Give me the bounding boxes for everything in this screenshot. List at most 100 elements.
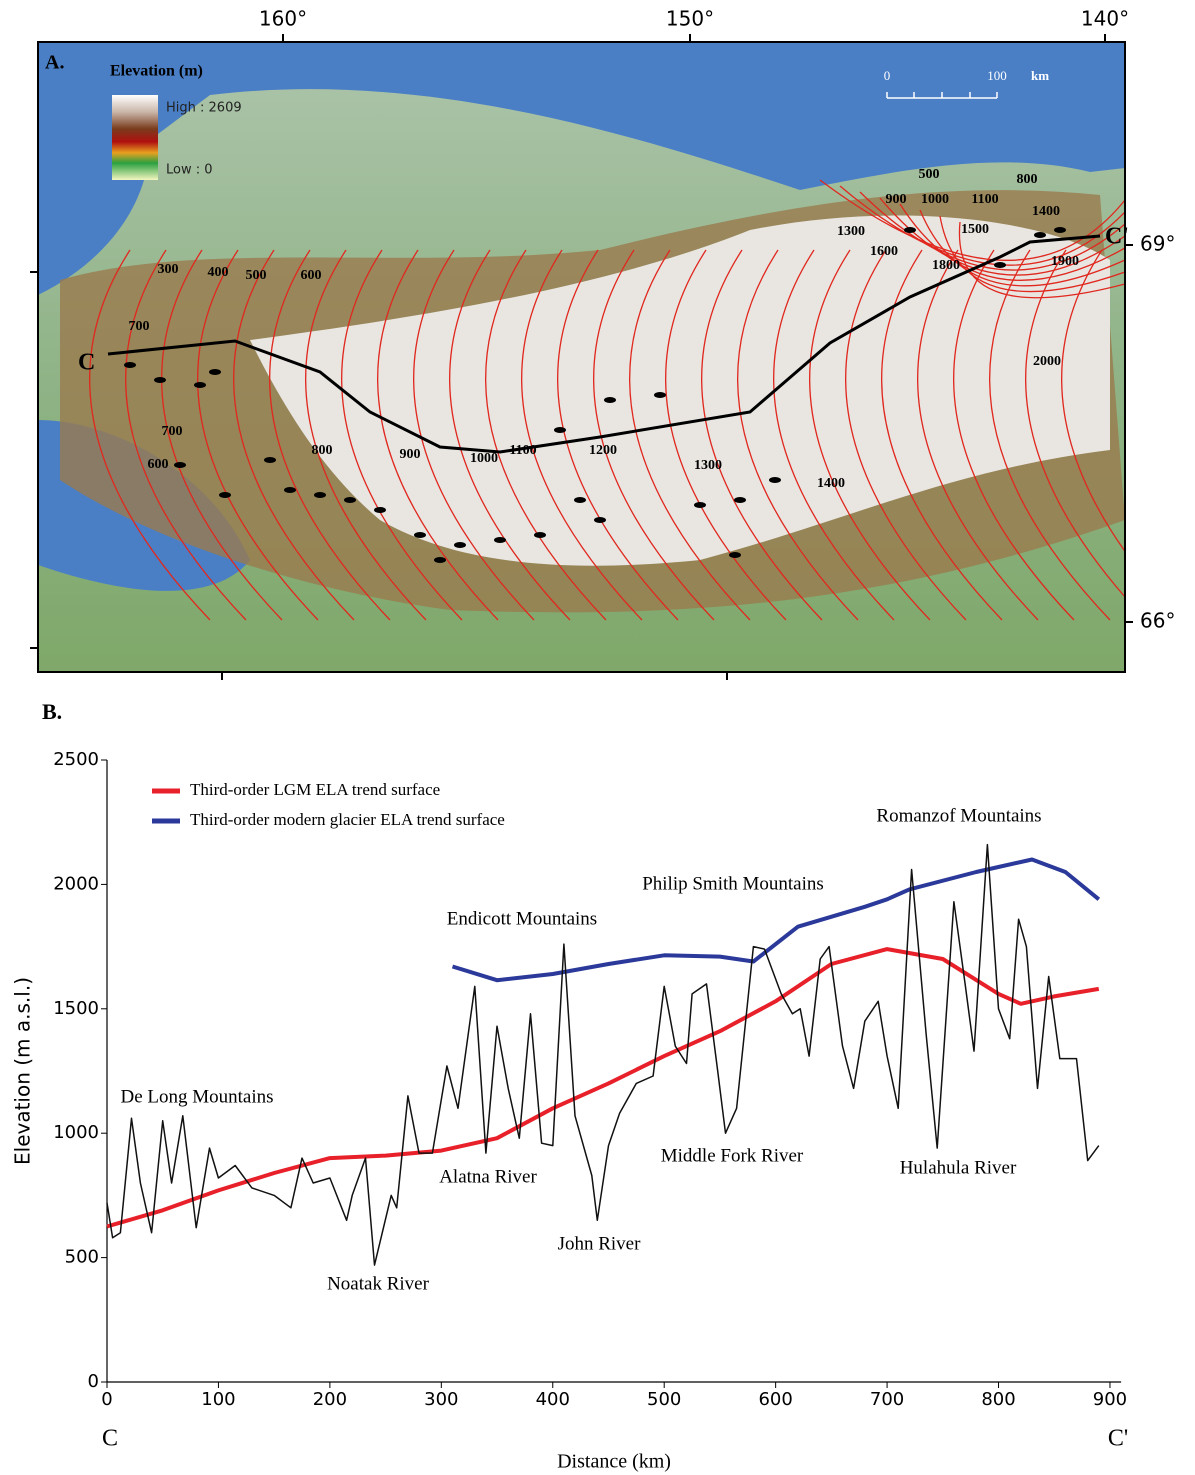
- legend-high: High : 2609: [166, 101, 242, 116]
- annotation: Middle Fork River: [661, 1145, 804, 1166]
- glacier: [904, 227, 916, 233]
- annotation: Noatak River: [327, 1273, 430, 1294]
- glacier: [219, 492, 231, 498]
- x-tick-label: 500: [647, 1389, 681, 1410]
- contour-label: 2000: [1033, 354, 1061, 369]
- contour-label: 900: [400, 447, 421, 462]
- glacier: [1054, 227, 1066, 233]
- contour-label: 500: [246, 268, 267, 283]
- glacier: [154, 377, 166, 383]
- contour-label: 1200: [589, 443, 617, 458]
- contour-label: 600: [148, 457, 169, 472]
- contour-label: 1900: [1051, 254, 1079, 269]
- glacier: [734, 497, 746, 503]
- y-tick-label: 2500: [53, 749, 99, 770]
- legend-label: Third-order modern glacier ELA trend sur…: [190, 810, 505, 829]
- legend-low: Low : 0: [166, 163, 213, 178]
- contour-label: 1800: [932, 258, 960, 273]
- glacier: [344, 497, 356, 503]
- panel-label: A.: [45, 52, 64, 74]
- map: [38, 42, 1182, 672]
- contour-label: 1500: [961, 222, 989, 237]
- lon-label: 140°: [1081, 7, 1129, 31]
- contour-label: 1400: [817, 476, 845, 491]
- x-tick-label: 0: [101, 1389, 112, 1410]
- glacier: [729, 552, 741, 558]
- contour-label: 300: [158, 262, 179, 277]
- contour-label: 900: [886, 192, 907, 207]
- x-tick-label: 300: [424, 1389, 458, 1410]
- y-tick-label: 1500: [53, 998, 99, 1019]
- transect-start: C: [78, 350, 95, 376]
- contour-label: 800: [1017, 172, 1038, 187]
- legend-title: Elevation (m): [110, 63, 203, 80]
- contour-label: 1100: [971, 192, 998, 207]
- x-tick-label: 600: [758, 1389, 792, 1410]
- annotation: Alatna River: [439, 1166, 537, 1187]
- y-tick-label: 0: [88, 1371, 99, 1392]
- glacier: [694, 502, 706, 508]
- glacier: [194, 382, 206, 388]
- y-tick-label: 2000: [53, 873, 99, 894]
- contour-label: 700: [162, 424, 183, 439]
- lat-label: 69°: [1140, 232, 1175, 256]
- legend-label: Third-order LGM ELA trend surface: [190, 780, 440, 799]
- figure: 3004005006007007006008009001000110012001…: [0, 0, 1195, 1475]
- y-tick-label: 500: [65, 1247, 99, 1268]
- scale-unit: km: [1031, 68, 1049, 83]
- glacier: [374, 507, 386, 513]
- contour-label: 1100: [509, 443, 536, 458]
- transect-end: C': [1105, 224, 1129, 250]
- contour-label: 800: [312, 443, 333, 458]
- glacier: [174, 462, 186, 468]
- annotation: Endicott Mountains: [447, 908, 597, 929]
- x-end-label: C: [102, 1426, 118, 1452]
- annotation: Romanzof Mountains: [876, 805, 1041, 826]
- y-axis-title: Elevation (m a.s.l.): [11, 977, 35, 1165]
- glacier: [534, 532, 546, 538]
- lat-label: 66°: [1140, 609, 1175, 633]
- chart: B.05001000150020002500010020030040050060…: [11, 699, 1129, 1473]
- glacier: [284, 487, 296, 493]
- contour-label: 1300: [837, 224, 865, 239]
- contour-label: 1000: [921, 192, 949, 207]
- glacier: [554, 427, 566, 433]
- x-axis-title: Distance (km): [557, 1451, 671, 1473]
- contour-label: 1000: [470, 451, 498, 466]
- contour-label: 600: [301, 268, 322, 283]
- lon-label: 150°: [666, 7, 714, 31]
- x-tick-label: 900: [1093, 1389, 1127, 1410]
- glacier: [654, 392, 666, 398]
- x-tick-label: 200: [313, 1389, 347, 1410]
- annotation: Hulahula River: [900, 1157, 1017, 1178]
- glacier: [454, 542, 466, 548]
- annotation: John River: [558, 1233, 642, 1254]
- legend-ramp: [112, 95, 158, 180]
- contour-label: 500: [919, 167, 940, 182]
- glacier: [414, 532, 426, 538]
- x-tick-label: 100: [201, 1389, 235, 1410]
- x-tick-label: 700: [870, 1389, 904, 1410]
- glacier: [604, 397, 616, 403]
- glacier: [994, 262, 1006, 268]
- scale-label: 0: [884, 68, 891, 83]
- annotation: De Long Mountains: [120, 1086, 273, 1107]
- contour-label: 1600: [870, 244, 898, 259]
- annotation: Philip Smith Mountains: [642, 873, 824, 894]
- contour-label: 400: [208, 265, 229, 280]
- series-line: [107, 845, 1099, 1266]
- glacier: [434, 557, 446, 563]
- contour-label: 1300: [694, 458, 722, 473]
- glacier: [769, 477, 781, 483]
- x-end-label: C': [1108, 1426, 1128, 1452]
- x-tick-label: 400: [536, 1389, 570, 1410]
- glacier: [594, 517, 606, 523]
- glacier: [314, 492, 326, 498]
- glacier: [209, 369, 221, 375]
- panel-label: B.: [42, 699, 62, 724]
- contour-label: 700: [129, 319, 150, 334]
- lon-label: 160°: [259, 7, 307, 31]
- glacier: [124, 362, 136, 368]
- scale-label: 100: [987, 68, 1007, 83]
- contour-label: 1400: [1032, 204, 1060, 219]
